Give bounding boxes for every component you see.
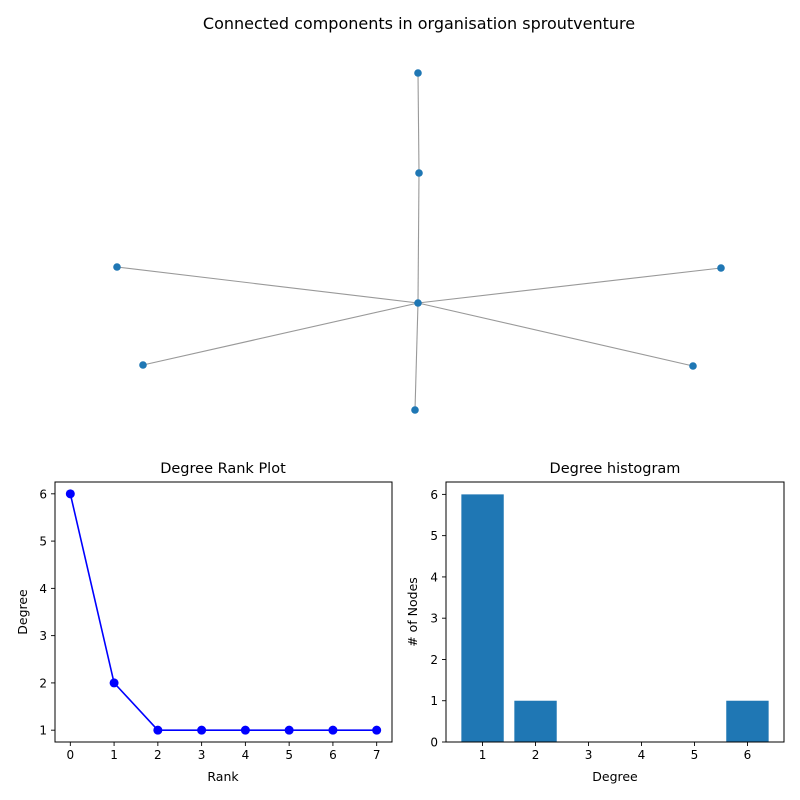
- rank-xtick-label: 0: [66, 748, 74, 762]
- histogram-ytick-label: 2: [430, 653, 438, 667]
- histogram-bar: [726, 700, 769, 742]
- network-edge: [417, 72, 420, 174]
- histogram-xtick-label: 1: [479, 748, 487, 762]
- network-node: [689, 362, 697, 370]
- rank-point: [197, 725, 207, 735]
- rank-xtick-label: 4: [242, 748, 250, 762]
- histogram-xlabel: Degree: [592, 769, 638, 784]
- network-graph: [113, 69, 725, 414]
- rank-plot-frame: [54, 481, 393, 743]
- histogram-ytick-label: 3: [430, 612, 438, 626]
- histogram-xtick-label: 5: [691, 748, 699, 762]
- network-edge: [116, 266, 419, 304]
- rank-xtick-label: 7: [373, 748, 381, 762]
- network-node: [415, 169, 423, 177]
- histogram-ytick-label: 0: [430, 736, 438, 750]
- histogram-content: 1 2 3 4 5 6 0 1 2 3 4 5 6: [430, 488, 769, 762]
- rank-ytick-label: 2: [39, 676, 47, 690]
- rank-series-line: [69, 493, 377, 731]
- histogram-frame: [445, 481, 785, 743]
- histogram-bar: [461, 494, 504, 742]
- rank-point: [109, 678, 119, 688]
- rank-xtick-label: 2: [154, 748, 162, 762]
- histogram-title: Degree histogram: [550, 461, 681, 477]
- network-node: [414, 69, 422, 77]
- histogram-ytick-label: 4: [430, 570, 438, 584]
- network-node: [414, 299, 422, 307]
- rank-point: [65, 489, 75, 499]
- histogram-ytick-label: 5: [430, 529, 438, 543]
- network-edge: [417, 172, 420, 304]
- figure-title: Connected components in organisation spr…: [203, 14, 635, 33]
- histogram-ytick-label: 6: [430, 488, 438, 502]
- rank-ytick-label: 5: [39, 535, 47, 549]
- network-node: [717, 264, 725, 272]
- histogram-ylabel: # of Nodes: [405, 577, 420, 647]
- rank-plot-xlabel: Rank: [207, 769, 239, 784]
- network-edge: [142, 302, 419, 366]
- rank-point: [284, 725, 294, 735]
- histogram-xtick-label: 3: [585, 748, 593, 762]
- degree-histogram: Degree histogram Degree # of Nodes 1 2 3 4 5…: [405, 461, 785, 784]
- rank-ytick-label: 4: [39, 582, 47, 596]
- network-edge: [414, 302, 419, 411]
- rank-point: [240, 725, 250, 735]
- histogram-xtick-label: 6: [744, 748, 752, 762]
- network-node: [139, 361, 147, 369]
- rank-plot-content: 0 1 2 3 4 5 6 7 1 2 3 4 5 6: [39, 487, 382, 762]
- network-node: [411, 406, 419, 414]
- rank-point: [153, 725, 163, 735]
- degree-rank-plot: Degree Rank Plot Rank Degree 0 1 2 3 4 5 6 7 1 2 3…: [15, 461, 393, 784]
- histogram-bar: [514, 700, 557, 742]
- rank-xtick-label: 5: [285, 748, 293, 762]
- histogram-xtick-label: 4: [638, 748, 646, 762]
- histogram-xtick-label: 2: [532, 748, 540, 762]
- rank-ytick-label: 6: [39, 487, 47, 501]
- histogram-ytick-label: 1: [430, 694, 438, 708]
- network-node: [113, 263, 121, 271]
- rank-ytick-label: 3: [39, 629, 47, 643]
- rank-xtick-label: 1: [110, 748, 118, 762]
- rank-ytick-label: 1: [39, 724, 47, 738]
- rank-point: [328, 725, 338, 735]
- rank-plot-ylabel: Degree: [15, 589, 30, 635]
- rank-plot-title: Degree Rank Plot: [160, 461, 286, 477]
- rank-xtick-label: 6: [329, 748, 337, 762]
- network-edge: [417, 267, 722, 304]
- rank-point: [372, 725, 382, 735]
- network-edge: [417, 302, 694, 367]
- rank-xtick-label: 3: [198, 748, 206, 762]
